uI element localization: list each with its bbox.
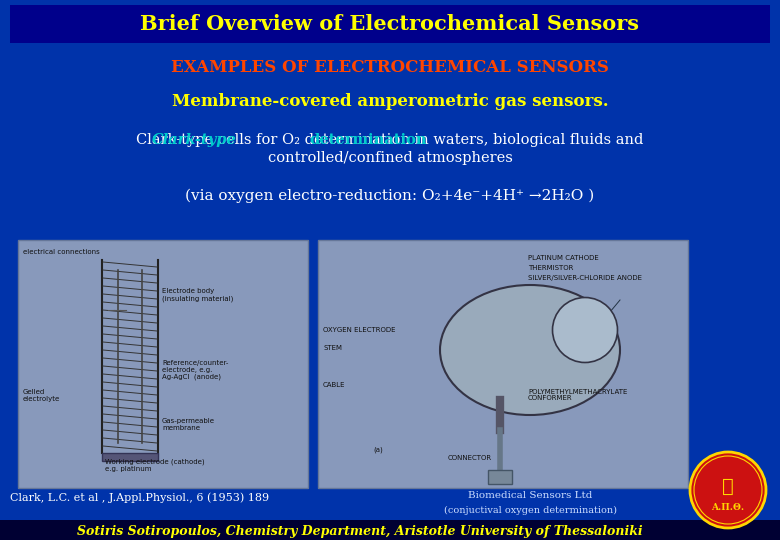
Text: CONNECTOR: CONNECTOR	[448, 455, 492, 461]
Text: (conjuctival oxygen determination): (conjuctival oxygen determination)	[444, 505, 616, 515]
Text: Gelled
electrolyte: Gelled electrolyte	[23, 388, 60, 402]
Text: (a): (a)	[373, 447, 383, 453]
Text: CABLE: CABLE	[323, 382, 346, 388]
Text: THERMISTOR: THERMISTOR	[528, 265, 573, 271]
Text: Clark-type cells for O₂ determination in waters, biological fluids and: Clark-type cells for O₂ determination in…	[136, 133, 644, 147]
Bar	[488, 470, 512, 484]
Text: SILVER/SILVER-CHLORIDE ANODE: SILVER/SILVER-CHLORIDE ANODE	[528, 275, 642, 281]
Text: Reference/counter-
electrode, e.g.
Ag-AgCl  (anode): Reference/counter- electrode, e.g. Ag-Ag…	[162, 360, 229, 380]
Text: electrical connections: electrical connections	[23, 249, 100, 255]
Circle shape	[690, 452, 766, 528]
Bar	[102, 453, 158, 461]
Text: EXAMPLES OF ELECTROCHEMICAL SENSORS: EXAMPLES OF ELECTROCHEMICAL SENSORS	[171, 59, 609, 77]
Ellipse shape	[552, 298, 618, 362]
Text: Biomedical Sensors Ltd: Biomedical Sensors Ltd	[468, 491, 592, 501]
Text: A.Π.Θ.: A.Π.Θ.	[711, 503, 745, 512]
Ellipse shape	[440, 285, 620, 415]
Text: Brief Overview of Electrochemical Sensors: Brief Overview of Electrochemical Sensor…	[140, 14, 640, 34]
Text: Electrode body
(insulating material): Electrode body (insulating material)	[162, 288, 233, 302]
Text: controlled/confined atmospheres: controlled/confined atmospheres	[268, 151, 512, 165]
Text: POLYMETHYLMETHACRYLATE
CONFORMER: POLYMETHYLMETHACRYLATE CONFORMER	[528, 388, 627, 402]
Text: Working electrode (cathode)
e.g. platinum: Working electrode (cathode) e.g. platinu…	[105, 458, 204, 472]
Bar	[18, 240, 308, 488]
Bar	[318, 240, 688, 488]
Bar	[10, 5, 770, 43]
Text: 👤: 👤	[722, 476, 734, 496]
Text: determination: determination	[309, 133, 427, 147]
Text: PLATINUM CATHODE: PLATINUM CATHODE	[528, 255, 599, 261]
Text: Sotiris Sotiropoulos, Chemistry Department, Aristotle University of Thessaloniki: Sotiris Sotiropoulos, Chemistry Departme…	[77, 524, 643, 537]
Text: Clark-type: Clark-type	[152, 133, 237, 147]
Bar	[0, 520, 780, 540]
Text: Membrane-covered amperometric gas sensors.: Membrane-covered amperometric gas sensor…	[172, 93, 608, 111]
Text: STEM: STEM	[323, 345, 342, 351]
Text: (via oxygen electro-reduction: O₂+4e⁻+4H⁺ →2H₂O ): (via oxygen electro-reduction: O₂+4e⁻+4H…	[186, 189, 594, 203]
Text: Clark, L.C. et al , J.Appl.Physiol., 6 (1953) 189: Clark, L.C. et al , J.Appl.Physiol., 6 (…	[10, 492, 269, 503]
Text: OXYGEN ELECTRODE: OXYGEN ELECTRODE	[323, 327, 395, 333]
Text: Gas-permeable
membrane: Gas-permeable membrane	[162, 418, 215, 431]
